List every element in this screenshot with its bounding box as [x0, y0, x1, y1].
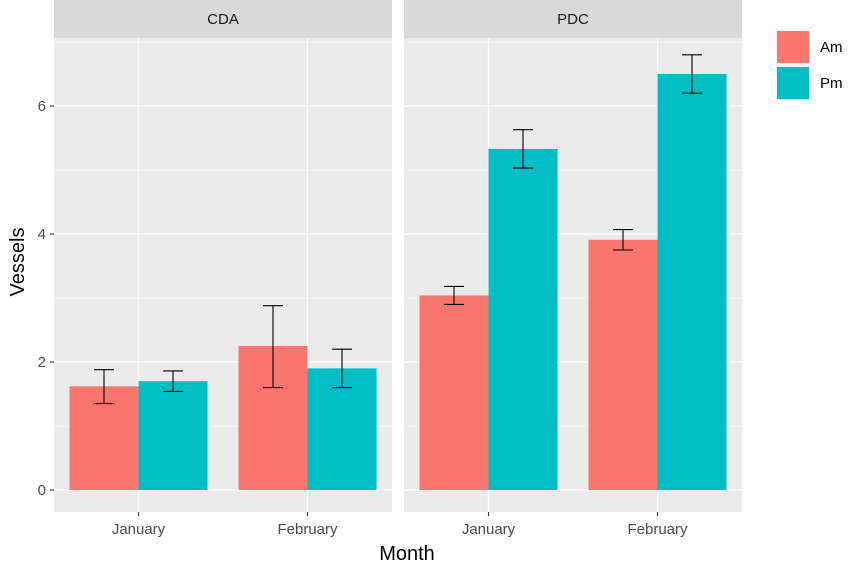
errorbar-pdc-january-am: [444, 285, 464, 305]
facet-strip-cda: [54, 0, 392, 38]
errorbar-pdc-february-pm: [682, 54, 702, 94]
errorbar-cda-february-pm: [332, 348, 352, 389]
bar-pdc-january-am: [419, 295, 489, 490]
bar-pdc-february-pm: [657, 74, 727, 490]
y-tick-label: 0: [38, 482, 46, 499]
errorbar-cda-january-am: [94, 369, 114, 405]
bar-cda-february-pm: [307, 368, 377, 490]
y-tick-label: 6: [38, 98, 46, 115]
legend-label-pm: Pm: [820, 75, 843, 92]
x-tick-label: January: [462, 521, 516, 538]
facet-label-cda: CDA: [207, 11, 239, 28]
x-tick-label: January: [112, 521, 166, 538]
y-axis-title: Vessels: [7, 228, 29, 297]
errorbar-pdc-january-pm: [513, 129, 533, 169]
bar-cda-january-pm: [138, 381, 208, 490]
bar-pdc-january-pm: [488, 148, 558, 490]
facet-strip-pdc: [404, 0, 742, 38]
bar-pdc-february-am: [588, 239, 658, 490]
errorbar-pdc-february-am: [613, 228, 633, 251]
x-axis-title: Month: [379, 543, 435, 565]
errorbar-cda-january-pm: [163, 370, 183, 392]
legend-label-am: Am: [820, 39, 843, 56]
legend-swatch-am: [777, 31, 809, 63]
legend-swatch-pm: [777, 67, 809, 99]
errorbar-cda-february-am: [263, 305, 283, 389]
y-tick-label: 2: [38, 354, 46, 371]
x-tick-label: February: [277, 521, 338, 538]
x-tick-label: February: [627, 521, 688, 538]
y-tick-label: 4: [38, 226, 46, 243]
facet-label-pdc: PDC: [557, 11, 589, 28]
